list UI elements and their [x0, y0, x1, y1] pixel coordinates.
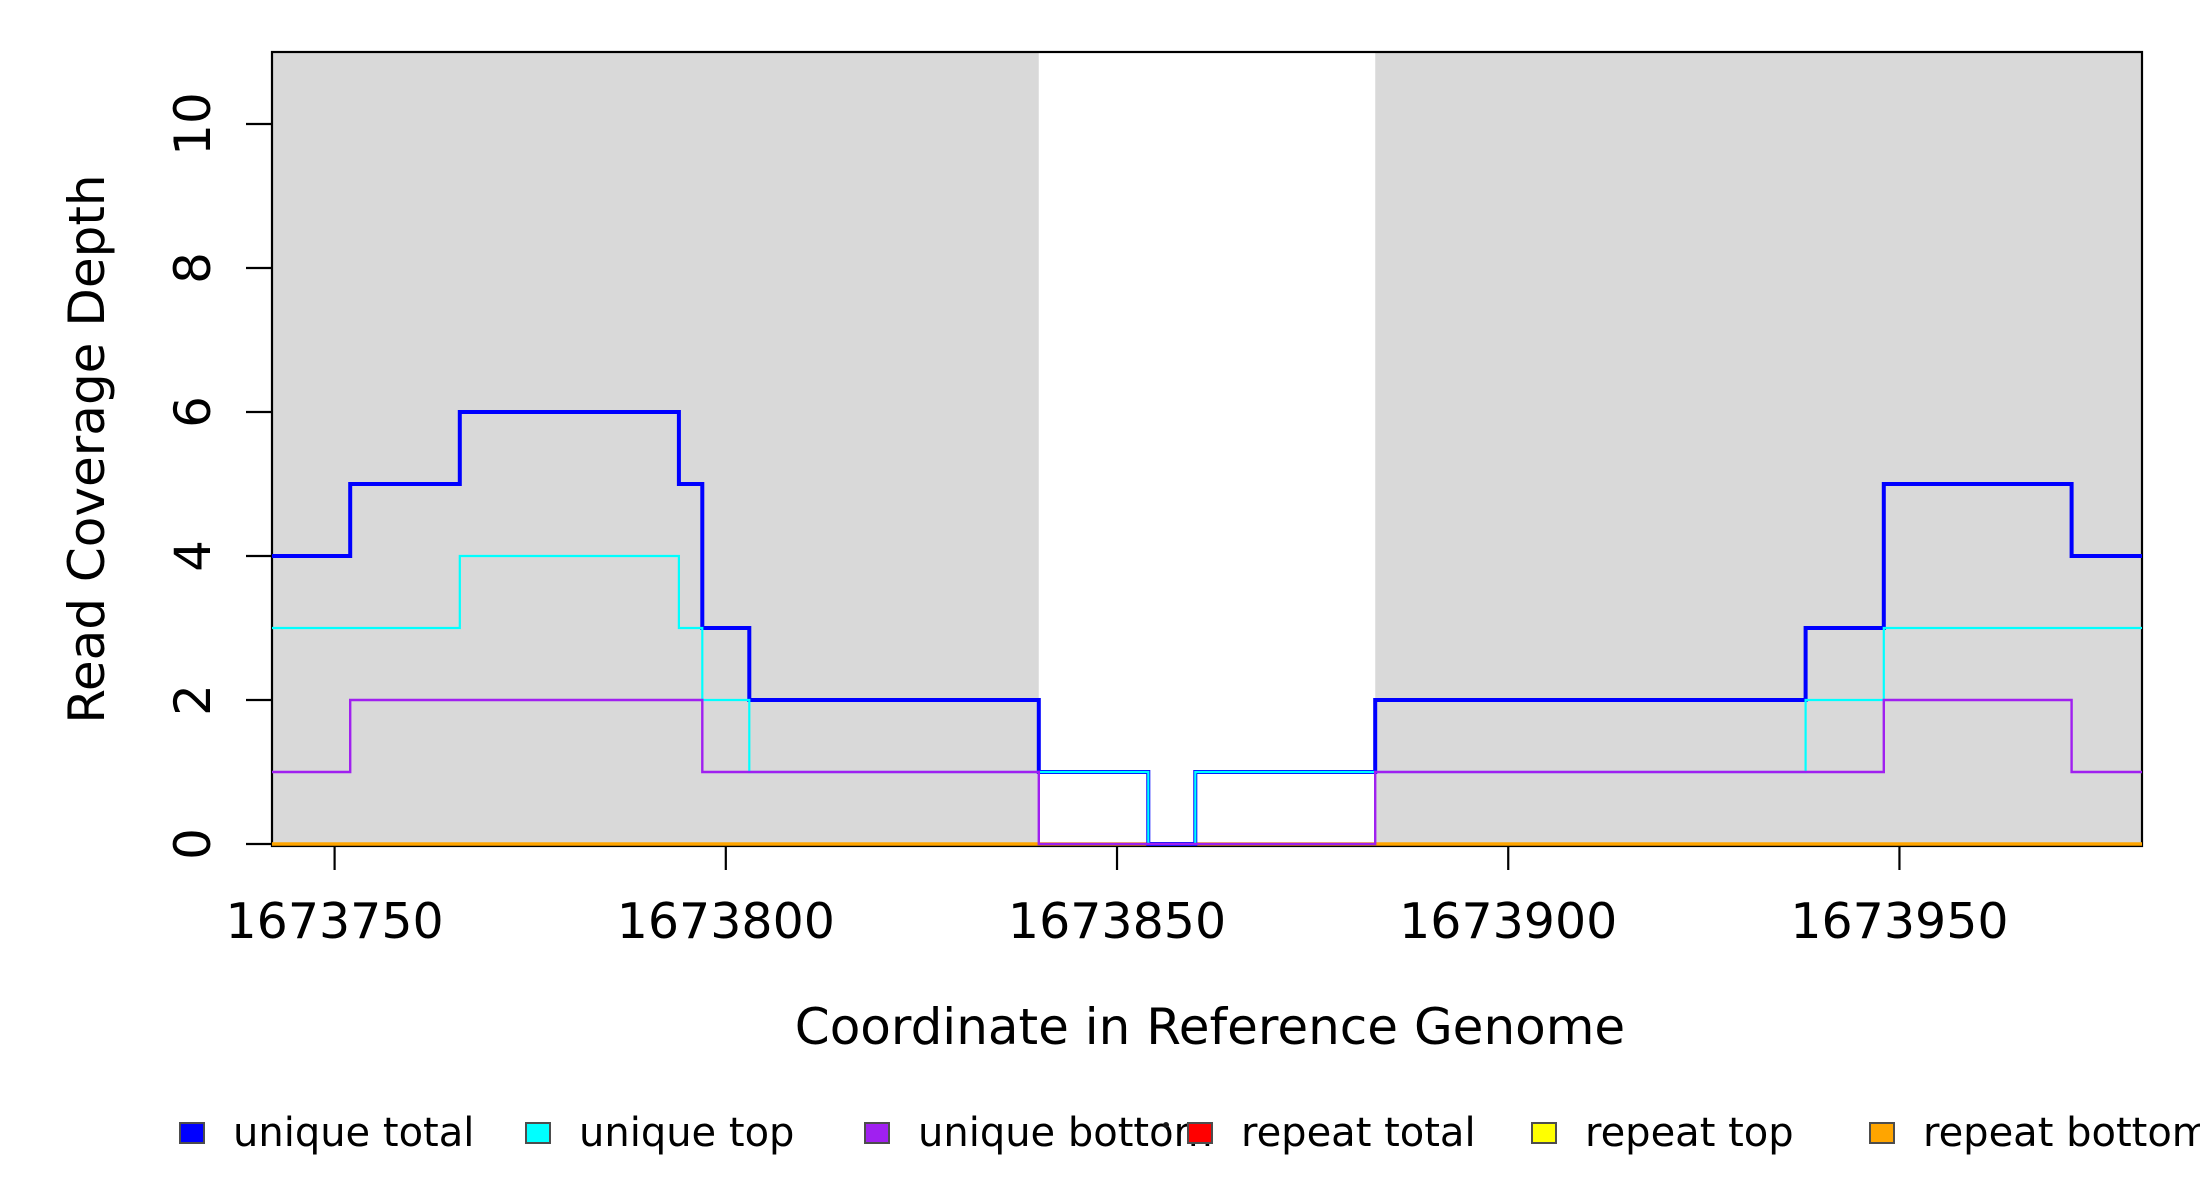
x-tick-label: 1673800: [617, 893, 835, 950]
stray-dot-artifact: [1163, 1122, 1169, 1128]
series-line-unique-bottom: [272, 698, 2142, 846]
x-tick-label: 1673900: [1399, 893, 1617, 950]
y-tick-label: 10: [164, 92, 222, 156]
y-axis-title: Read Coverage Depth: [58, 174, 116, 723]
y-tick-label: 8: [164, 252, 222, 284]
unique-region-shade: [272, 52, 1039, 844]
y-tick-label: 2: [164, 684, 222, 716]
x-tick-label: 1673850: [1008, 893, 1226, 950]
y-tick-label: 0: [164, 828, 222, 860]
plot-area: 1673750 1673800 1673850 1673900 1673950 0 2 4 6 8…: [164, 50, 2144, 950]
y-tick-label: 4: [164, 540, 222, 572]
x-axis-title: Coordinate in Reference Genome: [795, 998, 1625, 1056]
plot-box: [270, 50, 2144, 848]
x-tick-label: 1673950: [1790, 893, 2008, 950]
y-tick-label: 6: [164, 396, 222, 428]
unique-region-shade: [1375, 52, 2142, 844]
x-tick-label: 1673750: [225, 893, 443, 950]
